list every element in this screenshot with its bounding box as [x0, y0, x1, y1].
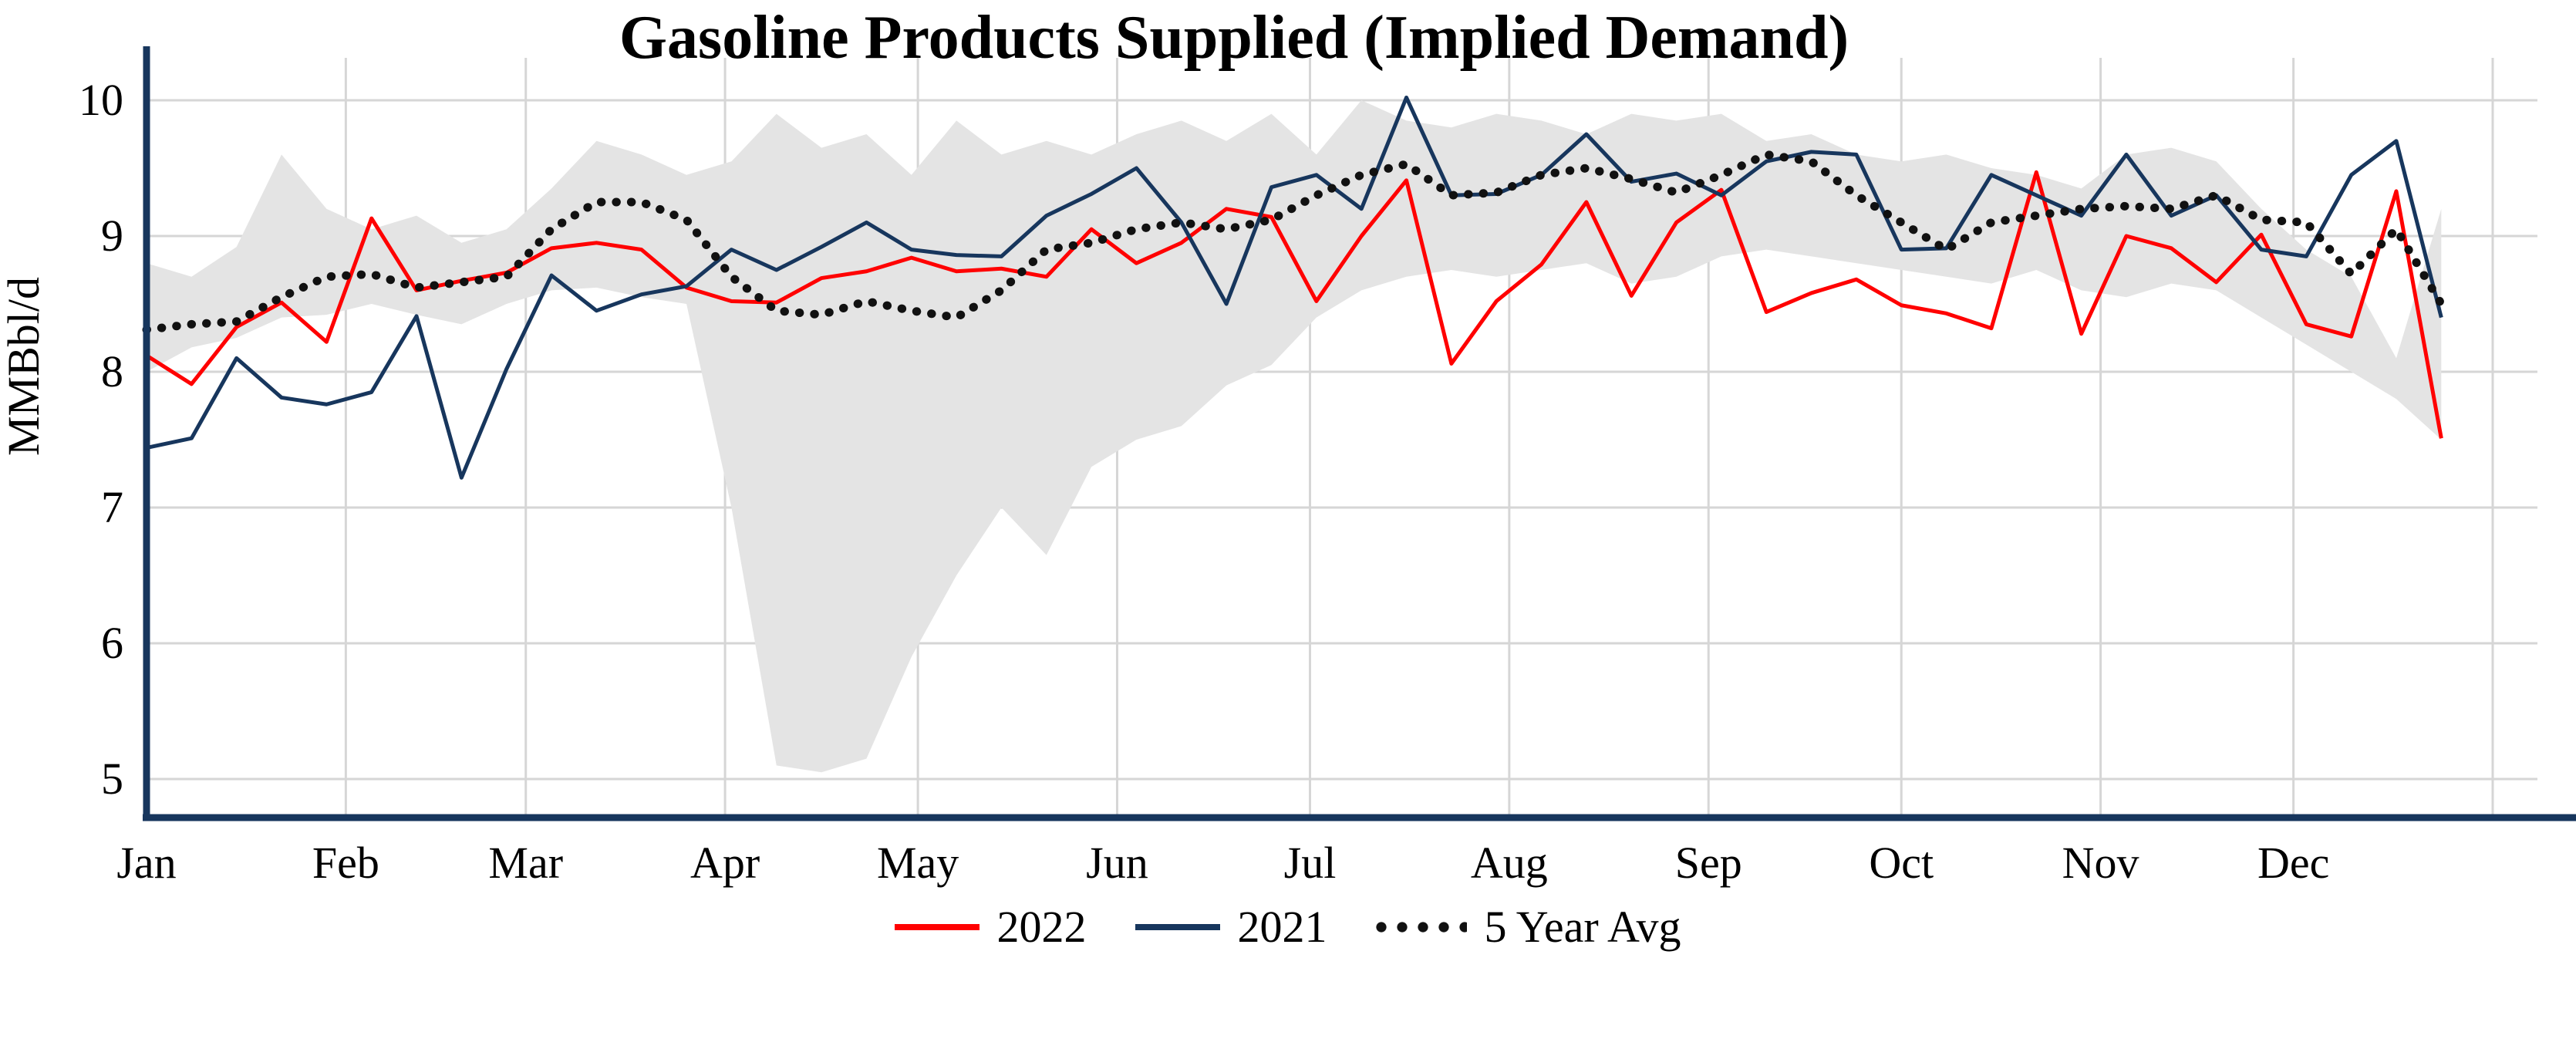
y-tick-label: 9 [101, 211, 123, 261]
legend-label-5yr-avg: 5 Year Avg [1484, 902, 1681, 952]
legend-swatch-2021-icon [1135, 923, 1221, 930]
legend-swatch-5yr-avg-icon [1376, 921, 1468, 933]
legend-swatch-2022-icon [895, 923, 980, 930]
x-tick-label: Mar [488, 838, 563, 888]
chart-plot-area: 5 6 7 8 9 10 Jan Feb Mar Apr May Jun Jul Aug Sep Oct Nov… [79, 46, 2576, 888]
legend-item-2022: 2022 [895, 901, 1086, 953]
series-line-2022 [145, 170, 2443, 439]
x-tick-label: Oct [1869, 838, 1934, 888]
legend-label-2022: 2022 [996, 902, 1087, 952]
chart-legend: 2022 2021 5 Year Avg [0, 901, 2576, 953]
x-tick-label: Aug [1471, 838, 1548, 888]
x-tick-label: Feb [312, 838, 379, 888]
x-tick-label: Jan [116, 838, 176, 888]
x-tick-label: Dec [2257, 838, 2329, 888]
series-line-2021 [146, 95, 2443, 480]
x-tick-label: Apr [690, 838, 760, 888]
x-tick-label: May [877, 838, 959, 888]
x-tick-label: Sep [1675, 838, 1742, 888]
x-tick-label: Jul [1284, 838, 1337, 888]
y-tick-label: 7 [101, 482, 123, 532]
series-line-5-year-avg [142, 150, 2446, 334]
chart-title: Gasoline Products Supplied (Implied Dema… [619, 4, 1849, 72]
legend-item-5yr-avg: 5 Year Avg [1376, 901, 1681, 953]
x-tick-label: Nov [2062, 838, 2139, 888]
five-year-range-band [147, 100, 2442, 773]
y-tick-label: 8 [101, 346, 123, 396]
y-tick-label: 10 [79, 75, 123, 125]
y-tick-label: 5 [101, 754, 123, 804]
y-tick-label: 6 [101, 618, 123, 668]
x-tick-label: Jun [1086, 838, 1148, 888]
legend-item-2021: 2021 [1135, 901, 1327, 953]
legend-label-2021: 2021 [1237, 902, 1327, 952]
